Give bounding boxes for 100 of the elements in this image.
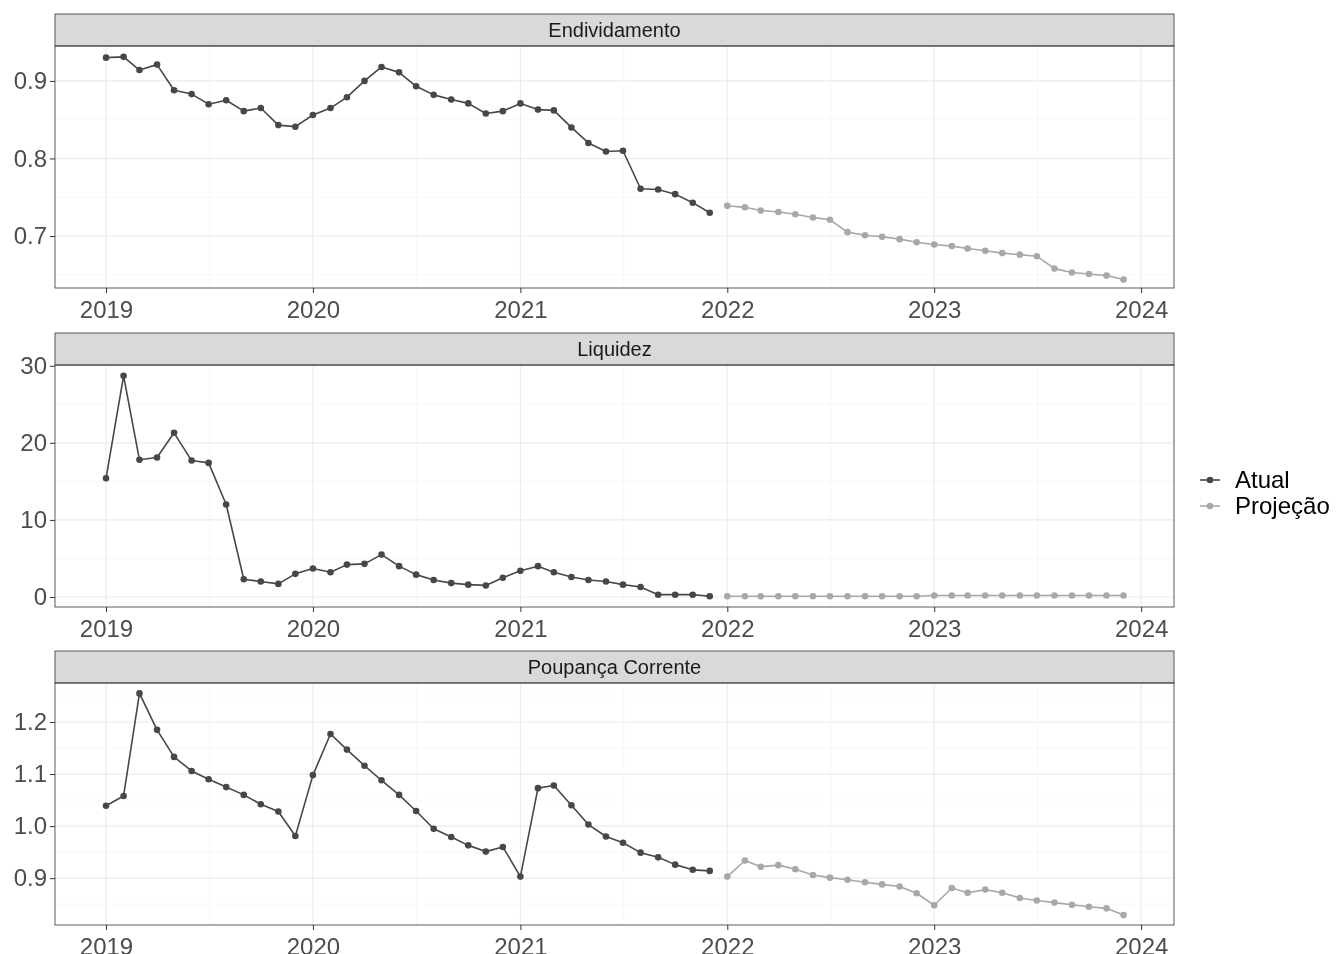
point xyxy=(637,849,644,856)
point xyxy=(1068,901,1076,908)
chart-title: Poupança Corrente xyxy=(527,656,702,678)
point xyxy=(706,592,714,600)
point xyxy=(826,874,834,881)
point xyxy=(153,61,161,68)
point xyxy=(240,107,248,115)
point xyxy=(654,591,662,598)
point xyxy=(205,100,212,108)
point xyxy=(136,690,143,697)
point xyxy=(1120,276,1127,283)
point xyxy=(1033,897,1041,904)
point xyxy=(689,866,697,874)
point xyxy=(534,106,542,113)
point xyxy=(757,592,765,600)
point xyxy=(724,873,731,880)
point xyxy=(930,592,938,599)
point xyxy=(1085,903,1093,911)
point xyxy=(896,883,903,890)
point xyxy=(775,208,782,216)
point xyxy=(464,581,472,588)
point xyxy=(1051,265,1058,272)
point xyxy=(861,592,869,600)
x-tick-label: 2021 xyxy=(494,295,548,323)
point xyxy=(998,249,1006,257)
point xyxy=(1033,252,1041,260)
point xyxy=(482,848,490,855)
point xyxy=(136,456,143,464)
point xyxy=(1016,251,1024,258)
point xyxy=(826,592,834,600)
point xyxy=(378,777,385,784)
point xyxy=(499,843,507,851)
point xyxy=(568,802,575,809)
point xyxy=(619,581,627,588)
y-tick-label: 0.9 xyxy=(13,67,47,95)
x-tick-label: 2020 xyxy=(286,932,341,954)
point xyxy=(948,592,956,599)
point xyxy=(309,111,317,119)
point xyxy=(102,475,110,482)
point xyxy=(153,454,161,461)
x-tick-label: 2024 xyxy=(1114,295,1169,323)
point xyxy=(534,784,542,792)
point xyxy=(741,204,749,211)
point xyxy=(517,873,524,880)
point xyxy=(724,592,731,600)
point xyxy=(964,245,971,252)
point xyxy=(292,832,299,840)
point xyxy=(343,93,351,101)
point xyxy=(222,97,230,104)
point xyxy=(170,86,178,94)
point xyxy=(964,592,971,599)
point xyxy=(309,565,317,572)
point xyxy=(205,776,212,783)
x-tick-label: 2021 xyxy=(494,932,548,954)
x-tick-label: 2023 xyxy=(908,614,962,642)
point xyxy=(1085,592,1093,599)
point xyxy=(1085,270,1093,278)
point xyxy=(948,242,956,250)
point xyxy=(930,901,938,909)
point xyxy=(654,854,662,861)
point xyxy=(757,207,765,214)
y-tick-label: 1.0 xyxy=(13,812,47,840)
point xyxy=(170,429,178,437)
x-tick-label: 2022 xyxy=(701,295,755,323)
point xyxy=(809,592,817,600)
point xyxy=(170,753,178,761)
y-tick-label: 30 xyxy=(20,351,47,379)
point xyxy=(395,69,403,76)
point xyxy=(257,578,265,585)
point xyxy=(361,762,368,770)
point xyxy=(585,139,592,147)
point xyxy=(275,808,282,815)
point xyxy=(343,746,351,753)
point xyxy=(257,800,265,808)
point xyxy=(464,842,472,849)
point xyxy=(637,185,644,192)
point xyxy=(757,863,765,870)
point xyxy=(792,211,799,218)
point xyxy=(188,767,195,775)
point xyxy=(222,783,230,791)
x-tick-label: 2020 xyxy=(286,614,341,642)
y-tick-label: 20 xyxy=(20,429,47,457)
point xyxy=(102,54,110,61)
point xyxy=(689,591,697,598)
point xyxy=(102,802,110,810)
x-tick-label: 2024 xyxy=(1114,932,1169,954)
point xyxy=(809,871,817,879)
point xyxy=(153,726,161,734)
point xyxy=(120,792,127,800)
point xyxy=(654,186,662,193)
point xyxy=(447,96,455,103)
point xyxy=(844,876,851,884)
point xyxy=(1103,592,1110,599)
point xyxy=(809,214,817,221)
point xyxy=(482,582,490,589)
point xyxy=(257,104,265,112)
point xyxy=(550,569,558,576)
point xyxy=(792,866,799,873)
point xyxy=(602,833,610,840)
y-tick-label: 0 xyxy=(33,583,47,611)
